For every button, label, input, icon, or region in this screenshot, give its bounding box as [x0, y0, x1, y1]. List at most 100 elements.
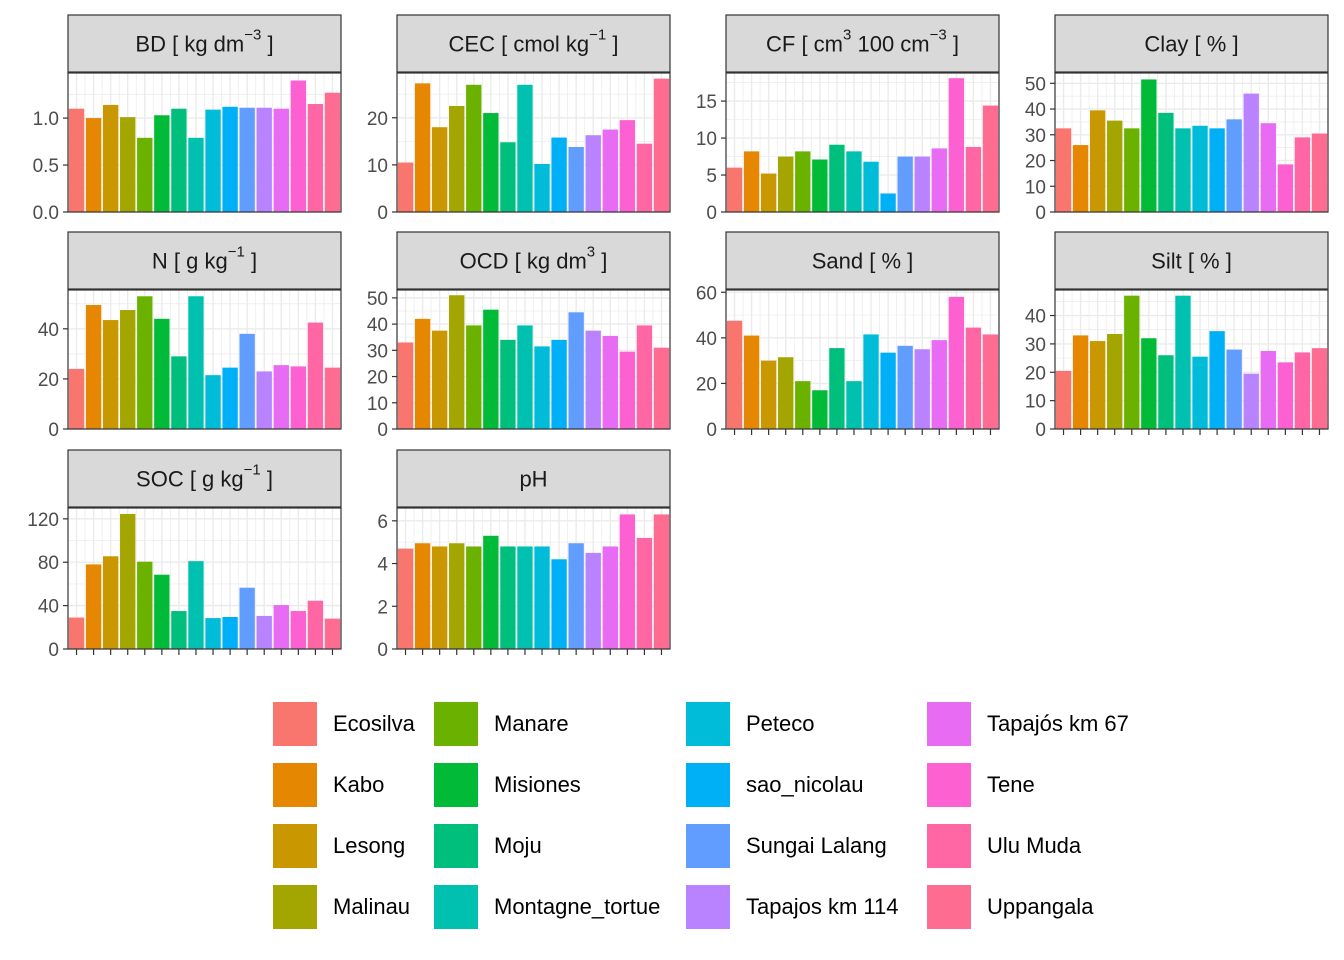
- bar-silt-14: [1294, 352, 1311, 429]
- bar-cec-3: [449, 105, 465, 212]
- facet-panel-ocd: OCD [ kg dm3 ] 0 10 20 30 40 50: [367, 231, 671, 441]
- legend-item: Tene: [927, 763, 1035, 807]
- facet-panel-cf: CF [ cm3 100 cm−3 ] 0 5 10 15: [696, 14, 1000, 224]
- bar-bd-5: [154, 115, 170, 212]
- bar-ph-14: [636, 537, 653, 649]
- bar-silt-11: [1243, 373, 1259, 429]
- facet-panel-sand: Sand [ % ] 0 20 40 60: [696, 231, 1000, 441]
- bar-ph-4: [466, 546, 482, 649]
- legend-item: Misiones: [434, 763, 581, 807]
- y-tick-label: 10: [1025, 392, 1046, 413]
- legend-item: Montagne_tortue: [434, 885, 660, 929]
- bar-bd-9: [222, 106, 238, 212]
- y-tick-label: 10: [367, 156, 388, 177]
- y-tick-label: 20: [696, 374, 717, 395]
- y-tick-label: 20: [367, 109, 388, 130]
- facet-strip: [67, 231, 342, 290]
- bar-silt-12: [1260, 350, 1276, 429]
- bar-silt-15: [1311, 348, 1328, 429]
- bar-ph-8: [534, 546, 550, 649]
- bar-sand-15: [982, 334, 999, 429]
- legend-item: Sungai Lalang: [686, 824, 887, 868]
- bar-sand-11: [914, 349, 930, 429]
- y-tick-label: 10: [367, 394, 388, 415]
- facet-panel-ph: pH 0 2 4 6: [377, 449, 671, 661]
- facet-title: pH: [519, 467, 547, 492]
- bar-cec-13: [619, 120, 636, 212]
- bar-sand-6: [829, 348, 845, 429]
- bar-cec-12: [602, 129, 618, 212]
- facet-panel-n: N [ g kg−1 ] 0 20 40: [38, 231, 342, 441]
- bar-sand-7: [846, 381, 862, 429]
- y-tick-label: 15: [696, 92, 717, 113]
- bar-bd-8: [205, 109, 221, 212]
- bar-ocd-8: [534, 346, 550, 429]
- bar-cf-12: [931, 148, 947, 212]
- bar-sand-1: [743, 335, 760, 429]
- facet-title: Silt [ % ]: [1151, 249, 1232, 274]
- bar-ph-6: [500, 546, 516, 649]
- bar-n-5: [154, 318, 170, 429]
- legend-swatch: [434, 885, 478, 929]
- facet-strip: [1054, 231, 1329, 290]
- facet-panel-soc: SOC [ g kg−1 ] 0 40 80 120: [27, 449, 342, 661]
- bar-n-2: [102, 320, 119, 429]
- bar-ocd-10: [568, 312, 584, 429]
- bar-bd-7: [188, 137, 204, 212]
- bar-soc-10: [239, 587, 255, 649]
- y-tick-label: 20: [38, 370, 59, 391]
- bar-bd-14: [307, 103, 324, 212]
- legend-swatch: [273, 885, 317, 929]
- bar-ph-1: [414, 543, 431, 649]
- facet-title: OCD [ kg dm3 ]: [460, 244, 608, 274]
- bar-silt-4: [1124, 295, 1140, 429]
- legend-swatch: [686, 824, 730, 868]
- y-tick-label: 0: [48, 640, 59, 661]
- panel-border: [725, 289, 1000, 430]
- bar-n-7: [188, 296, 204, 429]
- bar-ocd-14: [636, 325, 653, 429]
- bar-ocd-7: [517, 325, 533, 429]
- bar-soc-3: [120, 513, 136, 649]
- facet-title: CF [ cm3 100 cm−3 ]: [766, 27, 959, 57]
- bar-ph-3: [449, 543, 465, 649]
- bar-ocd-4: [466, 325, 482, 429]
- bar-clay-14: [1294, 137, 1311, 212]
- bar-soc-13: [290, 611, 307, 649]
- legend-swatch: [273, 824, 317, 868]
- bar-bd-4: [137, 137, 153, 212]
- facet-panel-clay: Clay [ % ] 0 10 20 30 40 50: [1025, 14, 1329, 224]
- y-tick-label: 50: [1025, 74, 1046, 95]
- facet-title: N [ g kg−1 ]: [152, 244, 257, 274]
- bar-silt-13: [1277, 362, 1294, 429]
- bar-ph-0: [397, 548, 414, 649]
- legend-swatch: [434, 702, 478, 746]
- y-tick-label: 10: [696, 129, 717, 150]
- legend-label: Manare: [494, 711, 569, 736]
- y-tick-label: 0: [1035, 420, 1046, 441]
- facet-strip: [725, 231, 1000, 290]
- facet-title: Clay [ % ]: [1144, 32, 1238, 57]
- bar-clay-7: [1175, 128, 1191, 212]
- panel-border: [1054, 72, 1329, 213]
- y-tick-label: 0: [706, 203, 717, 224]
- legend-label: Montagne_tortue: [494, 894, 661, 919]
- bar-bd-3: [120, 117, 136, 212]
- y-tick-label: 30: [367, 341, 388, 362]
- bar-ocd-1: [414, 318, 431, 429]
- bar-cf-1: [743, 151, 760, 212]
- bar-silt-10: [1226, 349, 1242, 429]
- legend-label: Malinau: [333, 894, 411, 919]
- bar-n-8: [205, 375, 221, 429]
- bar-sand-3: [778, 357, 794, 429]
- bar-n-10: [239, 333, 255, 429]
- legend-label: Uppangala: [987, 894, 1094, 919]
- bar-soc-8: [205, 618, 221, 649]
- bar-clay-1: [1072, 145, 1089, 212]
- legend-label: sao_nicolau: [746, 772, 864, 797]
- bar-n-0: [68, 368, 85, 429]
- bar-bd-2: [102, 104, 119, 212]
- y-tick-label: 10: [1025, 177, 1046, 198]
- bar-ocd-9: [551, 339, 567, 429]
- bar-clay-9: [1209, 128, 1225, 212]
